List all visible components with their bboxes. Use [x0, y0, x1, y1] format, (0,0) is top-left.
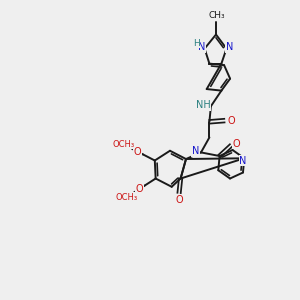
Text: OCH₃: OCH₃ — [113, 140, 135, 149]
Text: N: N — [239, 156, 247, 166]
Text: O: O — [134, 147, 142, 157]
Text: O: O — [232, 139, 240, 149]
Text: NH: NH — [196, 100, 211, 110]
Text: H: H — [193, 39, 200, 48]
Text: OCH₃: OCH₃ — [115, 193, 137, 202]
Text: CH₃: CH₃ — [208, 11, 225, 20]
Text: O: O — [136, 184, 143, 194]
Text: O: O — [227, 116, 235, 126]
Text: N: N — [198, 42, 205, 52]
Text: N: N — [226, 42, 233, 52]
Text: N: N — [192, 146, 199, 156]
Text: O: O — [175, 194, 183, 205]
